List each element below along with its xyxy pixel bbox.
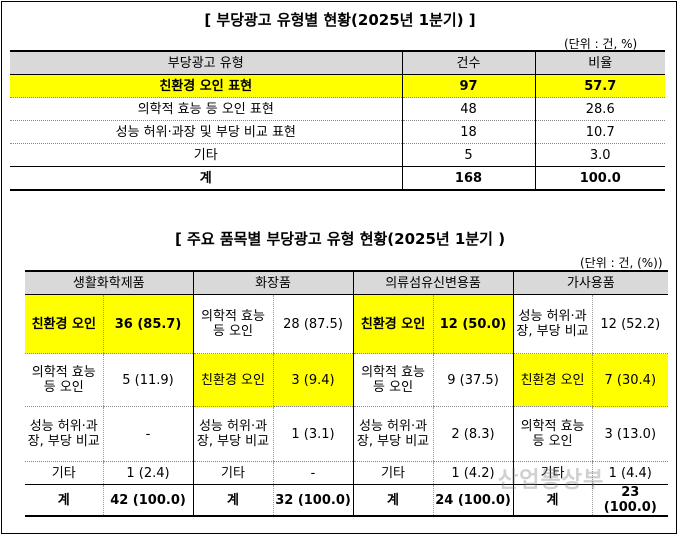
table-row: 친환경 오인 36 (85.7) 의학적 효능 등 오인 28 (87.5) 친… <box>25 294 669 354</box>
table1-unit: (단위 : 건, %) <box>564 37 638 51</box>
total-row: 계 168 100.0 <box>10 166 665 191</box>
category-cell: 기타 <box>25 461 103 485</box>
table2-title: [ 주요 품목별 부당광고 유형 현황(2025년 1분기 ) <box>174 230 506 248</box>
table2-unit: (단위 : 건, (%)) <box>580 256 663 270</box>
value-cell: 1 (3.1) <box>272 406 354 462</box>
watermark-logo: 산업통상부 <box>498 468 605 493</box>
category-cell: 의학적 효능 등 오인 <box>352 353 434 407</box>
table-row: 친환경 오인 표현 97 57.7 <box>10 74 665 98</box>
table-row: 성능 허위·과장, 부당 비교 - 성능 허위·과장, 부당 비교 1 (3.1… <box>25 406 669 462</box>
table-row: 의학적 효능 등 오인 표현 48 28.6 <box>10 97 665 121</box>
ratio-cell: 57.7 <box>534 74 665 98</box>
group-header: 화장품 <box>192 270 354 295</box>
header-ratio: 비율 <box>534 50 665 75</box>
total-label: 계 <box>352 484 434 517</box>
category-cell: 기타 <box>352 461 434 485</box>
table-row: 의학적 효능 등 오인 5 (11.9) 친환경 오인 3 (9.4) 의학적 … <box>25 353 669 407</box>
total-label: 계 <box>10 166 403 191</box>
value-cell: 3 (9.4) <box>272 353 354 407</box>
group-header: 가사용품 <box>512 270 669 295</box>
table1-title: [ 부당광고 유형별 현황(2025년 1분기) ] <box>204 11 476 29</box>
total-count: 168 <box>401 166 536 191</box>
total-ratio: 100.0 <box>534 166 665 191</box>
total-value: 23 (100.0) <box>591 484 669 517</box>
type-cell: 의학적 효능 등 오인 표현 <box>10 97 403 121</box>
category-cell: 친환경 오인 <box>25 294 103 354</box>
value-cell: 1 (2.4) <box>102 461 194 485</box>
value-cell: - <box>272 461 354 485</box>
header-type: 부당광고 유형 <box>10 50 403 75</box>
total-label: 계 <box>192 484 274 517</box>
total-row: 계 42 (100.0) 계 32 (100.0) 계 24 (100.0) 계… <box>25 484 669 517</box>
total-value: 42 (100.0) <box>102 484 194 517</box>
category-cell: 친환경 오인 <box>352 294 434 354</box>
total-label: 계 <box>512 484 593 517</box>
product-status-table: 생활화학제품 화장품 의류섬유신변용품 가사용품 친환경 오인 36 (85.7… <box>25 270 669 517</box>
table-row: 기타 5 3.0 <box>10 143 665 167</box>
group-header: 의류섬유신변용품 <box>352 270 514 295</box>
category-cell: 의학적 효능 등 오인 <box>512 406 593 462</box>
value-cell: 2 (8.3) <box>432 406 514 462</box>
ratio-cell: 28.6 <box>534 97 665 121</box>
category-cell: 의학적 효능 등 오인 <box>192 294 274 354</box>
count-cell: 18 <box>401 120 536 144</box>
ratio-cell: 3.0 <box>534 143 665 167</box>
type-cell: 친환경 오인 표현 <box>10 74 403 98</box>
value-cell: 9 (37.5) <box>432 353 514 407</box>
value-cell: 7 (30.4) <box>591 353 669 407</box>
value-cell: - <box>102 406 194 462</box>
type-cell: 성능 허위·과장 및 부당 비교 표현 <box>10 120 403 144</box>
category-cell: 친환경 오인 <box>192 353 274 407</box>
category-cell: 기타 <box>192 461 274 485</box>
ratio-cell: 10.7 <box>534 120 665 144</box>
count-cell: 48 <box>401 97 536 121</box>
group-header: 생활화학제품 <box>25 270 194 295</box>
category-cell: 기타 <box>512 461 593 485</box>
header-count: 건수 <box>401 50 536 75</box>
category-cell: 성능 허위·과장, 부당 비교 <box>192 406 274 462</box>
category-cell: 친환경 오인 <box>512 353 593 407</box>
total-value: 24 (100.0) <box>432 484 514 517</box>
value-cell: 1 (4.4) <box>591 461 669 485</box>
value-cell: 1 (4.2) <box>432 461 514 485</box>
total-label: 계 <box>25 484 103 517</box>
table-header-row: 생활화학제품 화장품 의류섬유신변용품 가사용품 <box>25 270 669 295</box>
value-cell: 3 (13.0) <box>591 406 669 462</box>
category-cell: 성능 허위·과장, 부당 비교 <box>25 406 103 462</box>
table-row: 기타 1 (2.4) 기타 - 기타 1 (4.2) 기타 1 (4.4) <box>25 461 669 485</box>
type-status-table: 부당광고 유형 건수 비율 친환경 오인 표현 97 57.7 의학적 효능 등… <box>10 50 665 191</box>
table-header-row: 부당광고 유형 건수 비율 <box>10 50 665 75</box>
value-cell: 12 (50.0) <box>432 294 514 354</box>
total-value: 32 (100.0) <box>272 484 354 517</box>
category-cell: 성능 허위·과장, 부당 비교 <box>352 406 434 462</box>
value-cell: 36 (85.7) <box>102 294 194 354</box>
count-cell: 5 <box>401 143 536 167</box>
value-cell: 28 (87.5) <box>272 294 354 354</box>
count-cell: 97 <box>401 74 536 98</box>
value-cell: 12 (52.2) <box>591 294 669 354</box>
table-row: 성능 허위·과장 및 부당 비교 표현 18 10.7 <box>10 120 665 144</box>
category-cell: 의학적 효능 등 오인 <box>25 353 103 407</box>
type-cell: 기타 <box>10 143 403 167</box>
value-cell: 5 (11.9) <box>102 353 194 407</box>
category-cell: 성능 허위·과장, 부당 비교 <box>512 294 593 354</box>
